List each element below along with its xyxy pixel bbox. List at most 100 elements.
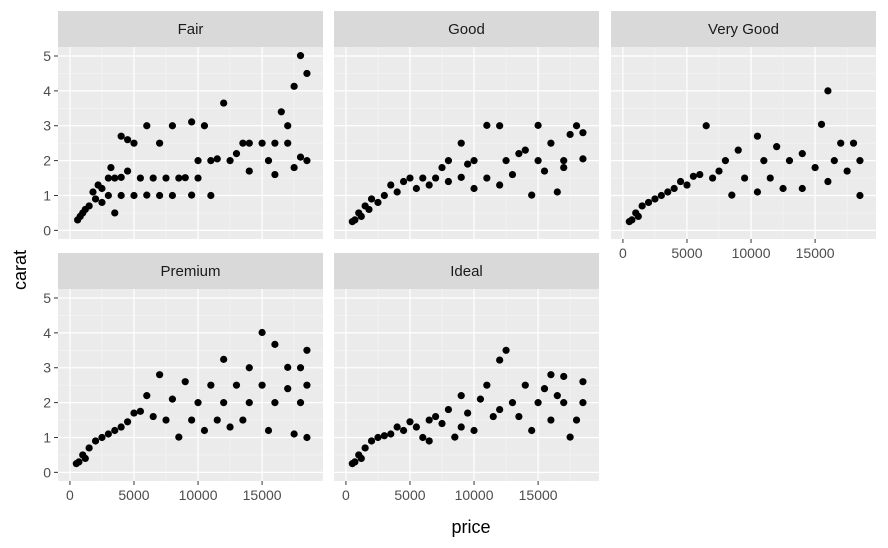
scatter-point bbox=[357, 454, 365, 463]
scatter-point bbox=[220, 399, 228, 407]
scatter-point bbox=[284, 122, 292, 130]
x-tick-label: 15000 bbox=[519, 487, 558, 503]
scatter-point bbox=[508, 170, 517, 179]
scatter-point bbox=[290, 163, 298, 172]
scatter-point bbox=[798, 150, 806, 158]
scatter-point bbox=[374, 198, 382, 207]
scatter-point bbox=[232, 150, 241, 158]
scatter-point bbox=[528, 426, 536, 435]
scatter-point bbox=[399, 426, 408, 435]
scatter-point bbox=[123, 418, 132, 426]
scatter-point bbox=[830, 157, 838, 165]
scatter-point bbox=[74, 216, 82, 224]
scatter-point bbox=[728, 191, 736, 199]
scatter-point bbox=[290, 82, 298, 90]
scatter-point bbox=[638, 202, 646, 210]
scatter-point bbox=[72, 460, 80, 468]
scatter-point bbox=[634, 212, 642, 221]
scatter-point bbox=[143, 122, 151, 130]
scatter-point bbox=[664, 188, 672, 196]
scatter-point bbox=[534, 121, 542, 129]
scatter-point bbox=[188, 191, 196, 199]
scatter-point bbox=[457, 139, 465, 147]
scatter-point bbox=[380, 191, 388, 200]
scatter-point bbox=[156, 139, 164, 147]
scatter-point bbox=[284, 385, 292, 393]
scatter-point bbox=[432, 412, 440, 421]
scatter-point bbox=[817, 120, 826, 128]
scatter-point bbox=[425, 437, 433, 445]
scatter-point bbox=[843, 167, 851, 175]
scatter-point bbox=[303, 433, 311, 442]
y-tick-label: 3 bbox=[43, 118, 51, 134]
scatter-point bbox=[200, 426, 209, 435]
facet-strip-label: Fair bbox=[178, 21, 204, 38]
scatter-point bbox=[361, 444, 369, 452]
scatter-point bbox=[136, 174, 144, 182]
y-tick-label: 5 bbox=[43, 290, 51, 306]
scatter-point bbox=[303, 346, 311, 354]
x-tick-label: 0 bbox=[619, 245, 627, 261]
scatter-point bbox=[271, 399, 279, 407]
facet-strip-label: Ideal bbox=[450, 263, 483, 280]
scatter-point bbox=[117, 132, 125, 140]
scatter-point bbox=[579, 129, 587, 137]
scatter-point bbox=[496, 181, 504, 189]
scatter-point bbox=[104, 174, 112, 182]
facet-strip-label: Very Good bbox=[708, 21, 779, 38]
scatter-point bbox=[625, 218, 633, 226]
scatter-point bbox=[213, 416, 221, 424]
scatter-point bbox=[560, 157, 568, 165]
scatter-point bbox=[374, 433, 382, 442]
scatter-point bbox=[579, 399, 587, 407]
scatter-point bbox=[419, 433, 427, 442]
scatter-point bbox=[393, 188, 401, 196]
facet-very-good: Very Good 0 5000 10000 15000 bbox=[611, 11, 876, 261]
scatter-point bbox=[264, 157, 273, 165]
y-tick-label: 1 bbox=[43, 187, 51, 203]
scatter-point bbox=[162, 174, 170, 182]
scatter-point bbox=[98, 433, 106, 442]
scatter-point bbox=[464, 160, 472, 168]
scatter-point bbox=[438, 419, 446, 428]
scatter-point bbox=[721, 157, 730, 165]
scatter-point bbox=[798, 184, 806, 193]
x-tick-label: 10000 bbox=[455, 487, 494, 503]
scatter-point bbox=[107, 163, 115, 172]
scatter-point bbox=[245, 139, 253, 147]
scatter-point bbox=[496, 405, 504, 414]
y-tick-label: 4 bbox=[43, 325, 51, 341]
scatter-point bbox=[508, 399, 517, 407]
scatter-point bbox=[566, 433, 574, 441]
scatter-point bbox=[104, 430, 112, 438]
facet-strip-label: Premium bbox=[160, 263, 220, 280]
scatter-point bbox=[232, 381, 241, 389]
x-tick-label: 5000 bbox=[118, 487, 149, 503]
scatter-point bbox=[117, 173, 125, 181]
scatter-point bbox=[496, 356, 504, 364]
scatter-point bbox=[168, 122, 177, 130]
scatter-point bbox=[348, 460, 356, 468]
scatter-point bbox=[766, 174, 774, 182]
scatter-point bbox=[245, 364, 253, 372]
scatter-point bbox=[560, 372, 568, 381]
scatter-point bbox=[239, 416, 247, 424]
scatter-point bbox=[425, 181, 433, 189]
scatter-point bbox=[579, 378, 587, 386]
scatter-point bbox=[824, 87, 832, 95]
scatter-point bbox=[856, 191, 864, 200]
scatter-point bbox=[348, 218, 356, 226]
scatter-point bbox=[547, 139, 555, 147]
scatter-point bbox=[566, 130, 574, 139]
scatter-point bbox=[715, 167, 723, 175]
scatter-point bbox=[168, 191, 177, 200]
scatter-point bbox=[521, 381, 529, 389]
scatter-point bbox=[560, 163, 568, 172]
scatter-point bbox=[502, 157, 510, 165]
x-tick-label: 10000 bbox=[179, 487, 218, 503]
scatter-point bbox=[271, 340, 279, 348]
y-axis-title: carat bbox=[10, 250, 30, 290]
scatter-point bbox=[773, 143, 781, 151]
scatter-point bbox=[457, 173, 465, 181]
